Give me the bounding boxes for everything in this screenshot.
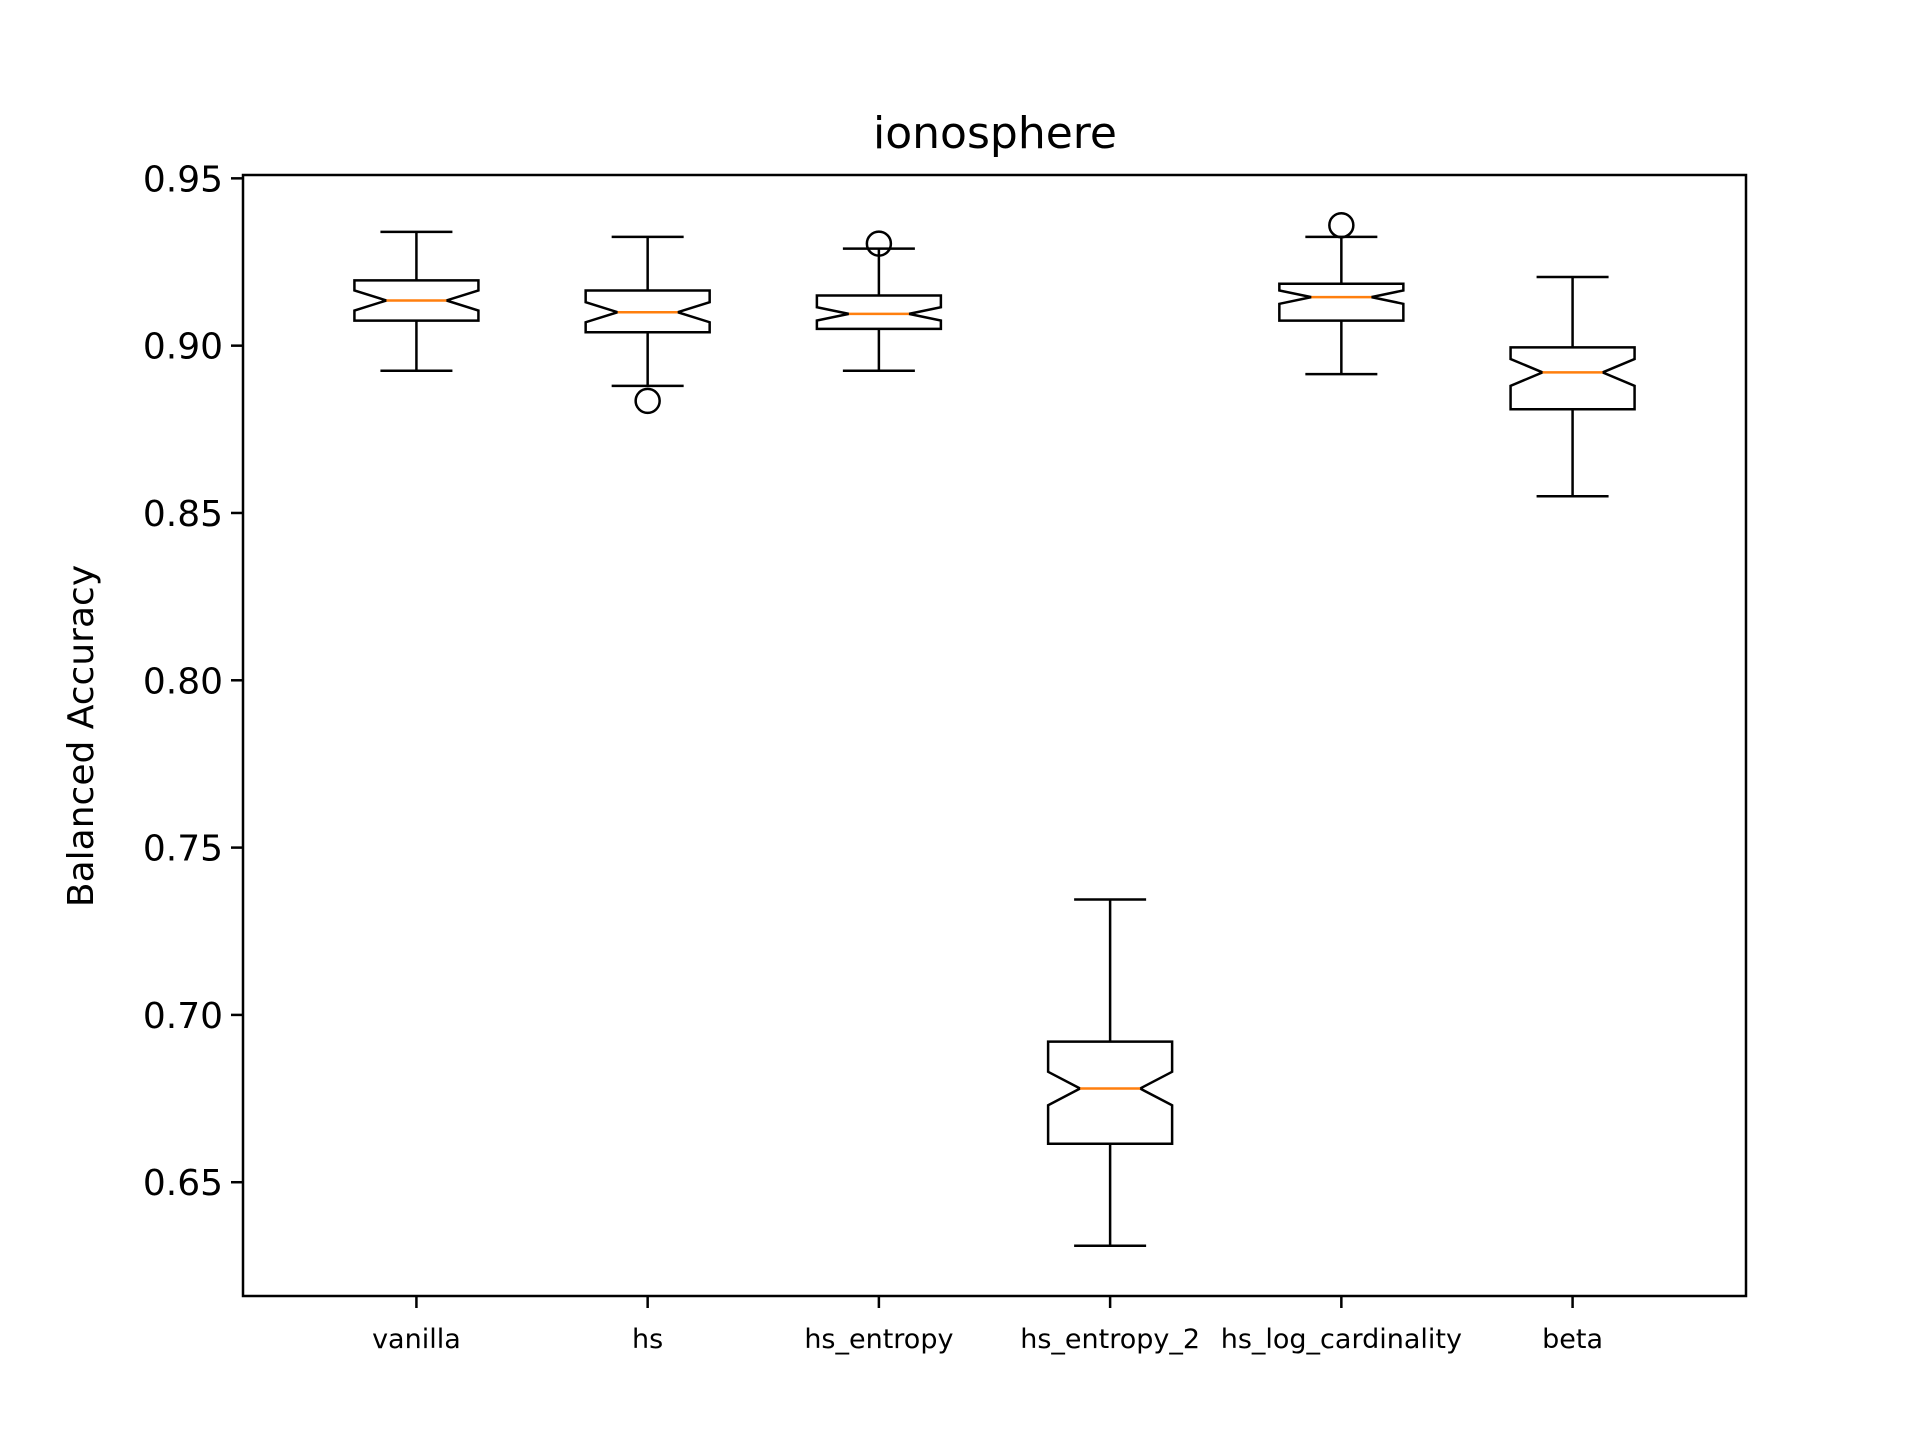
- y-axis-label: Balanced Accuracy: [61, 565, 102, 907]
- y-tick-label: 0.90: [143, 327, 223, 368]
- notched-box: [815, 294, 943, 331]
- notched-box: [1509, 346, 1636, 411]
- y-axis-ticks: 0.65 0.70 0.75 0.80 0.85 0.90 0.95: [143, 159, 243, 1204]
- notched-box: [1278, 282, 1405, 322]
- x-tick-label: hs: [632, 1324, 663, 1355]
- notched-box: [584, 289, 711, 334]
- x-tick-label: hs_entropy_2: [1020, 1324, 1200, 1355]
- x-tick-label: beta: [1542, 1324, 1603, 1355]
- y-tick-label: 0.70: [143, 996, 223, 1037]
- y-tick-label: 0.85: [143, 494, 223, 535]
- notched-box: [353, 279, 480, 322]
- box-beta: [1509, 275, 1636, 498]
- x-axis-ticks: vanilla hs hs_entropy hs_entropy_2 hs_log_ca…: [372, 1296, 1603, 1355]
- flier-point: [634, 387, 661, 415]
- x-tick-label: hs_entropy: [804, 1324, 953, 1355]
- boxes: [353, 211, 1636, 1248]
- box-hs_entropy: [815, 230, 943, 373]
- x-tick-label: hs_log_cardinality: [1221, 1324, 1462, 1355]
- y-tick-label: 0.95: [143, 159, 223, 200]
- x-tick-label: vanilla: [372, 1324, 461, 1355]
- flier-point: [1328, 211, 1355, 239]
- y-tick-label: 0.75: [143, 829, 223, 870]
- box-vanilla: [353, 230, 480, 373]
- notched-box: [1046, 1040, 1174, 1145]
- flier-point: [865, 230, 893, 257]
- box-hs: [584, 235, 711, 415]
- box-hs_log_cardinality: [1278, 211, 1405, 376]
- y-tick-label: 0.80: [143, 661, 223, 702]
- chart-title: ionosphere: [873, 108, 1117, 159]
- box-hs_entropy_2: [1046, 898, 1174, 1248]
- plot-frame: [241, 173, 1748, 1298]
- y-tick-label: 0.65: [143, 1163, 223, 1204]
